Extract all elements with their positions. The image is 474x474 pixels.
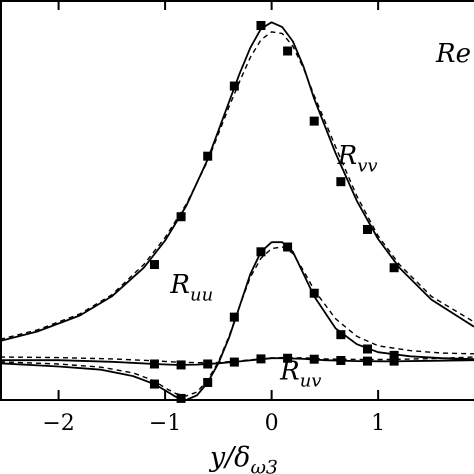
x-axis-label: y/δω3 (209, 442, 278, 474)
marker-r-uu-7 (336, 330, 346, 340)
marker-r-uv-7 (336, 355, 346, 365)
series-label-r-uu: Ruu (169, 270, 213, 305)
marker-r-vv-0 (149, 260, 159, 270)
marker-r-uv-0 (149, 359, 159, 369)
marker-r-uu-4 (256, 247, 266, 257)
marker-r-uv-8 (362, 356, 372, 366)
markers (149, 20, 399, 403)
marker-r-vv-6 (309, 116, 319, 126)
series-label-r-vv: Rvv (337, 141, 378, 176)
marker-r-uv-6 (309, 354, 319, 364)
marker-r-uu-8 (362, 344, 372, 354)
marker-r-vv-4 (256, 20, 266, 30)
marker-r-vv-8 (362, 224, 372, 234)
curves (0, 21, 474, 401)
marker-r-vv-1 (176, 212, 186, 222)
series-label-r-uv: Ruv (279, 356, 321, 391)
series-r-vv-dashed-line (0, 31, 474, 341)
x-tick-label-0: −2 (42, 411, 74, 436)
marker-r-uu-2 (203, 377, 213, 387)
marker-r-uv-5 (283, 353, 293, 363)
corner-label: Re (435, 39, 471, 69)
marker-r-vv-5 (283, 46, 293, 56)
marker-r-uv-2 (203, 359, 213, 369)
marker-r-vv-7 (336, 177, 346, 187)
marker-r-uu-3 (229, 312, 239, 322)
x-tick-label-2: 0 (265, 411, 279, 436)
x-tick-label-3: 1 (371, 411, 385, 436)
marker-r-uu-9 (389, 350, 399, 360)
series-r-vv-solid-line (0, 21, 474, 342)
marker-r-uu-5 (283, 242, 293, 252)
marker-r-vv-2 (203, 151, 213, 161)
labels: Rvv Ruu Ruv y/δω3 Re (169, 39, 471, 474)
marker-r-vv-9 (389, 263, 399, 273)
marker-r-uv-1 (176, 360, 186, 370)
plot-frame (0, 0, 474, 401)
marker-r-vv-3 (229, 81, 239, 91)
marker-r-uu-0 (149, 379, 159, 389)
marker-r-uu-1 (176, 393, 186, 403)
marker-r-uv-3 (229, 357, 239, 367)
x-tick-label-1: −1 (149, 411, 181, 436)
marker-r-uu-6 (309, 288, 319, 298)
marker-r-uv-4 (256, 354, 266, 364)
x-ticks: −2 −1 0 1 (42, 0, 385, 436)
marker-r-uv-9 (389, 356, 399, 366)
series-r-uu-dashed-line (0, 246, 474, 397)
